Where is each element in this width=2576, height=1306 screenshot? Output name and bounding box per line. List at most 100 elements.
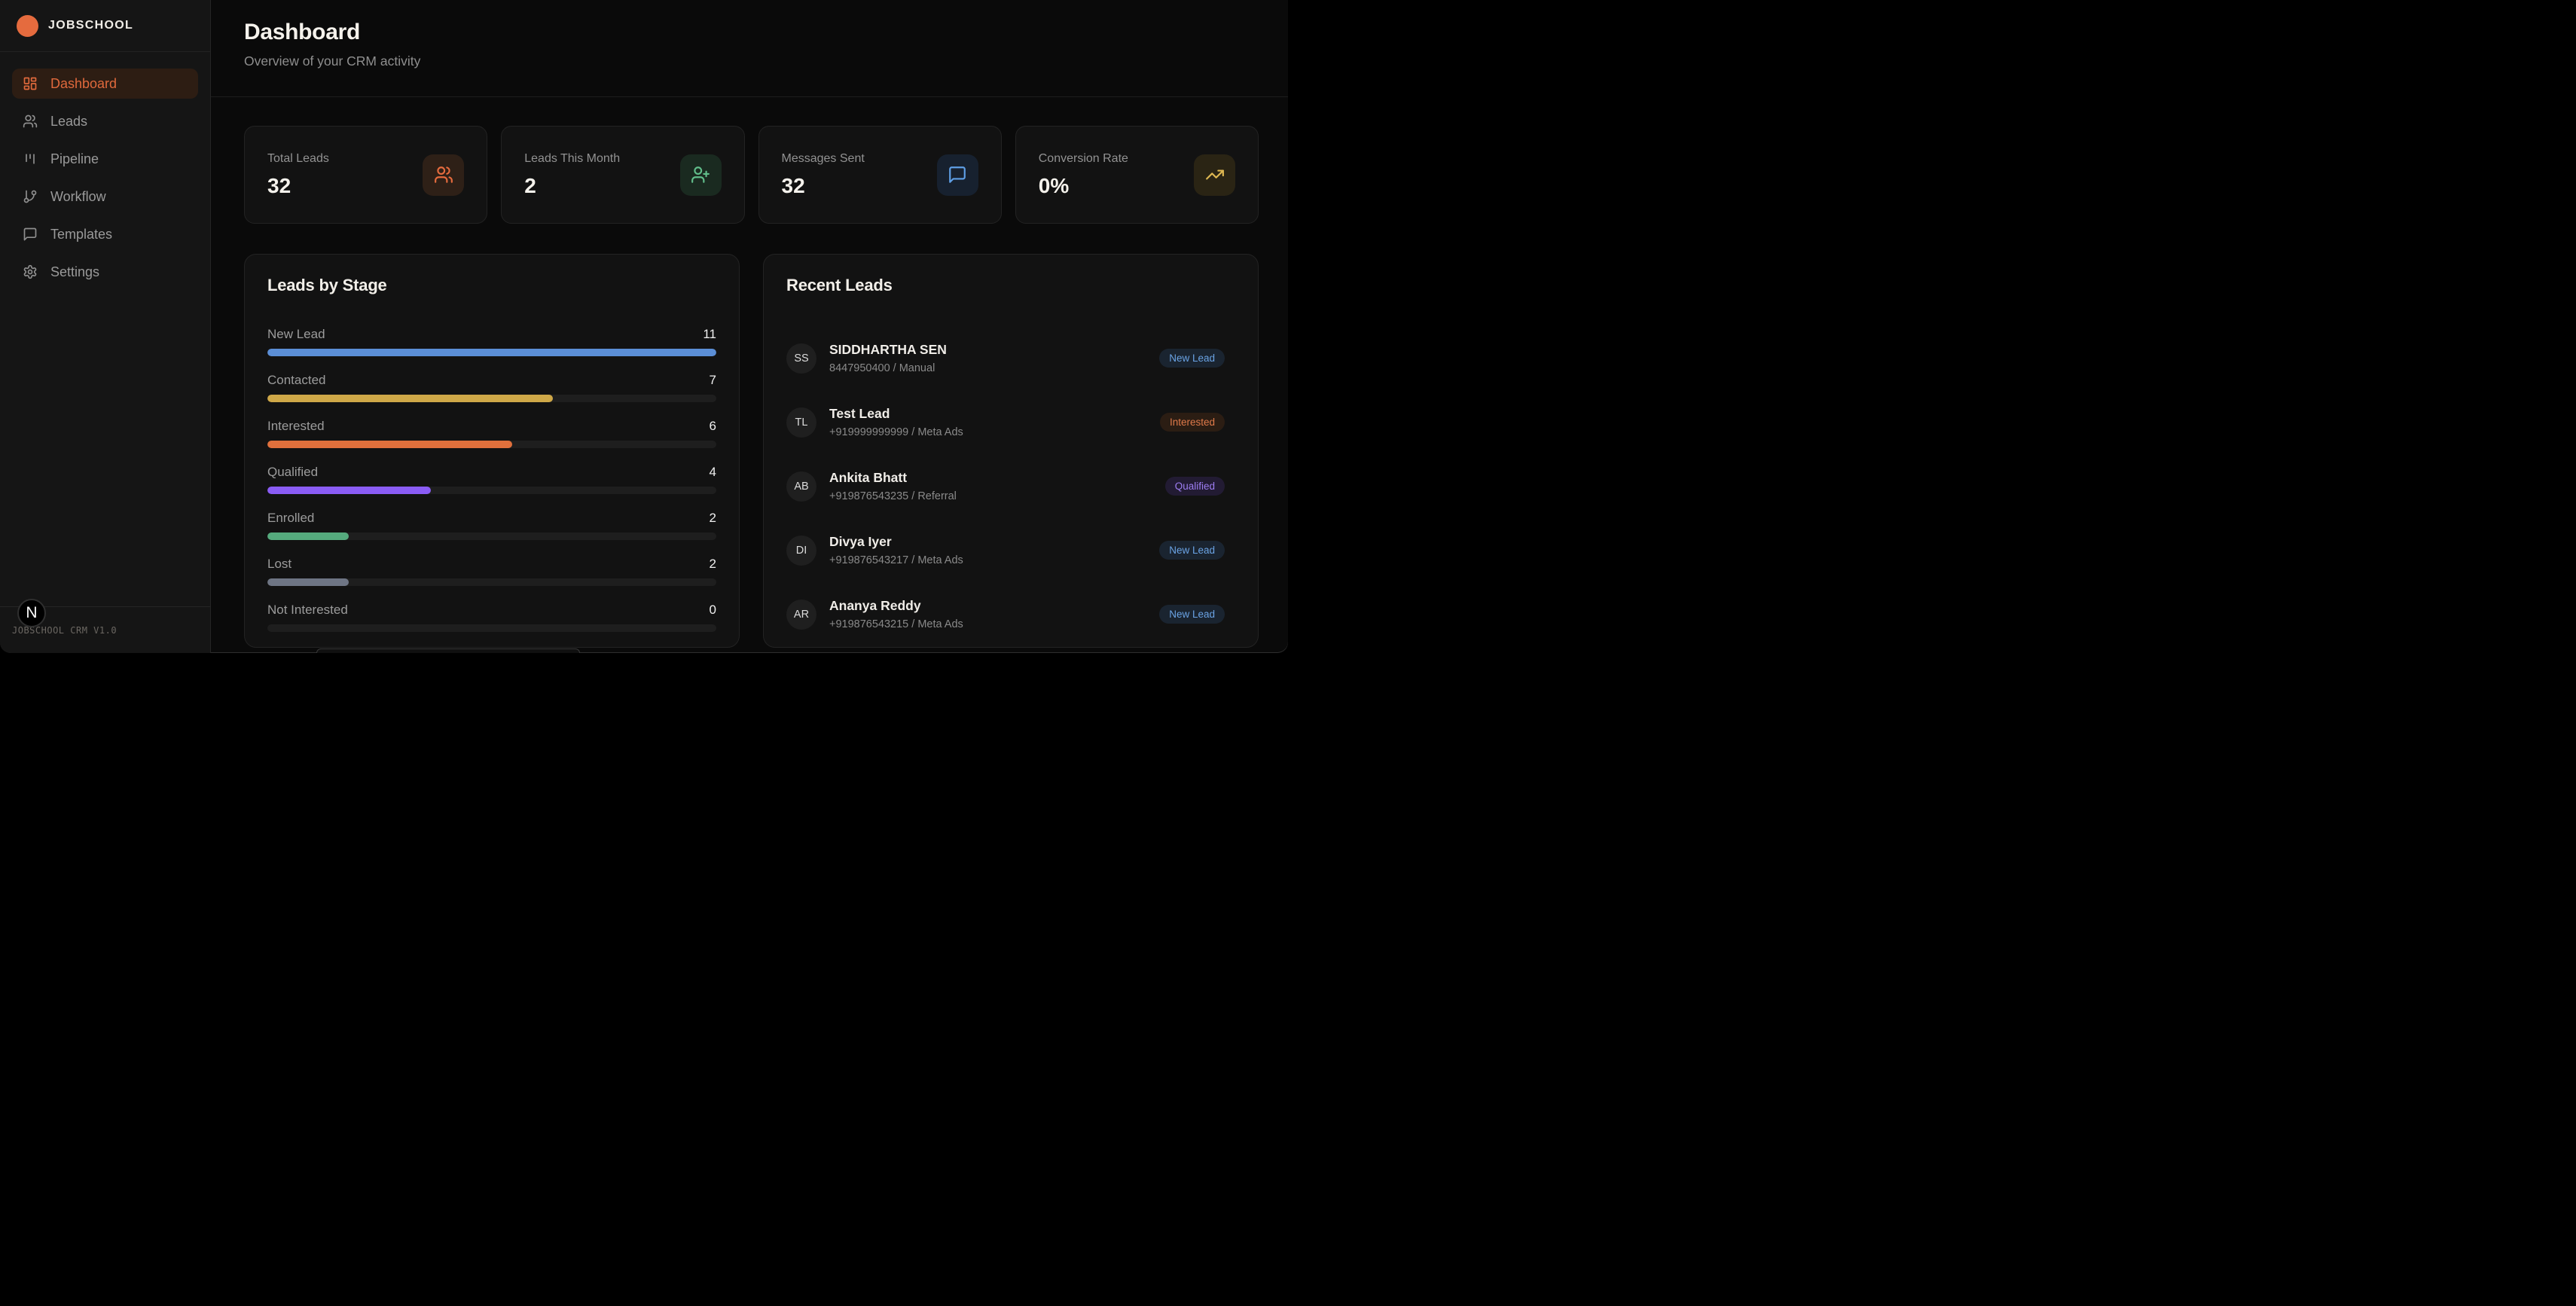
- sidebar-item-leads[interactable]: Leads: [12, 106, 198, 136]
- dashboard-content: Total Leads 32 Leads This Month 2: [211, 97, 1288, 648]
- stage-row: Lost 2: [267, 557, 716, 586]
- stage-bar-fill: [267, 441, 513, 448]
- gear-icon: [23, 264, 38, 279]
- stage-value: 2: [709, 557, 716, 571]
- avatar: DI: [786, 535, 816, 566]
- stat-card-leads-this-month: Leads This Month 2: [501, 126, 745, 224]
- status-badge: New Lead: [1159, 541, 1225, 560]
- sidebar-item-pipeline[interactable]: Pipeline: [12, 144, 198, 174]
- lead-detail: 8447950400 / Manual: [829, 362, 935, 374]
- lead-row[interactable]: AR Ananya Reddy +919876543215 / Meta Ads…: [786, 598, 1235, 630]
- sidebar-item-label: Leads: [50, 113, 88, 129]
- stage-label: Contacted: [267, 373, 326, 387]
- stat-card-messages-sent: Messages Sent 32: [758, 126, 1002, 224]
- lead-row[interactable]: SS SIDDHARTHA SEN 8447950400 / Manual Ne…: [786, 342, 1235, 374]
- stage-bar-track: [267, 624, 716, 632]
- lead-row[interactable]: TL Test Lead +919999999999 / Meta Ads In…: [786, 406, 1235, 438]
- stat-value: 32: [267, 173, 291, 197]
- avatar: AB: [786, 471, 816, 502]
- dashboard-panels: Leads by Stage New Lead 11 Contacted: [244, 254, 1259, 648]
- stage-label: Qualified: [267, 465, 319, 479]
- lead-name: SIDDHARTHA SEN: [829, 342, 947, 357]
- status-badge: Interested: [1159, 413, 1225, 432]
- bottom-overlay-edge: [316, 648, 580, 653]
- sidebar-item-templates[interactable]: Templates: [12, 219, 198, 249]
- lead-detail: +919876543215 / Meta Ads: [829, 618, 963, 630]
- status-badge: New Lead: [1159, 605, 1225, 624]
- stage-label: Enrolled: [267, 511, 315, 525]
- stage-row: Interested 6: [267, 419, 716, 448]
- stage-label: Lost: [267, 557, 292, 571]
- stage-bar-fill: [267, 395, 554, 402]
- page-title: Dashboard: [244, 20, 360, 44]
- brand-logo: [17, 14, 38, 37]
- stage-bar-track: [267, 578, 716, 586]
- stage-bar-track: [267, 532, 716, 540]
- sidebar-footer: JOBSCHOOL CRM V1.0: [0, 606, 210, 653]
- status-badge: Qualified: [1164, 477, 1225, 496]
- page-subtitle: Overview of your CRM activity: [244, 53, 421, 69]
- sidebar: JOBSCHOOL Dashboard Leads Pipeline: [0, 0, 211, 653]
- users-icon: [23, 114, 38, 129]
- users-icon: [423, 154, 465, 196]
- stage-row: Not Interested 0: [267, 603, 716, 632]
- stage-row: New Lead 11: [267, 327, 716, 356]
- stat-label: Conversion Rate: [1038, 151, 1128, 165]
- stage-row: Qualified 4: [267, 465, 716, 494]
- stat-label: Leads This Month: [524, 151, 621, 165]
- stat-card-conversion-rate: Conversion Rate 0%: [1015, 126, 1259, 224]
- stage-bar-fill: [267, 532, 349, 540]
- app-window: JOBSCHOOL Dashboard Leads Pipeline: [0, 0, 1288, 653]
- stat-label: Total Leads: [267, 151, 329, 165]
- main-area: Dashboard Overview of your CRM activity …: [211, 0, 1288, 653]
- brand-name: JOBSCHOOL: [48, 19, 134, 32]
- stage-bar-track: [267, 441, 716, 448]
- sidebar-item-label: Settings: [50, 264, 100, 279]
- page-header: Dashboard Overview of your CRM activity: [211, 0, 1288, 97]
- message-square-icon: [936, 154, 978, 196]
- lead-name: Test Lead: [829, 406, 890, 421]
- stat-label: Messages Sent: [781, 151, 865, 165]
- stat-value: 2: [524, 173, 536, 197]
- stage-row: Contacted 7: [267, 373, 716, 402]
- stage-value: 2: [709, 511, 716, 525]
- panel-title: Recent Leads: [786, 276, 893, 294]
- stage-bar-fill: [267, 578, 349, 586]
- lead-row[interactable]: DI Divya Iyer +919876543217 / Meta Ads N…: [786, 534, 1235, 566]
- stage-label: Interested: [267, 419, 325, 433]
- status-badge: New Lead: [1159, 349, 1225, 368]
- stage-bar-track: [267, 349, 716, 356]
- user-plus-icon: [679, 154, 722, 196]
- panel-title: Leads by Stage: [267, 276, 387, 294]
- layout-dashboard-icon: [23, 76, 38, 91]
- lead-detail: +919876543217 / Meta Ads: [829, 554, 963, 566]
- stage-label: Not Interested: [267, 603, 348, 617]
- stage-value: 6: [709, 419, 716, 433]
- sidebar-item-dashboard[interactable]: Dashboard: [12, 69, 198, 99]
- message-square-icon: [23, 227, 38, 242]
- sidebar-item-settings[interactable]: Settings: [12, 257, 198, 287]
- lead-name: Divya Iyer: [829, 534, 892, 549]
- stat-value: 32: [781, 173, 805, 197]
- lead-name: Ankita Bhatt: [829, 470, 908, 485]
- stage-value: 11: [703, 327, 716, 341]
- stage-label: New Lead: [267, 327, 325, 341]
- git-branch-icon: [23, 189, 38, 204]
- app-version-text: JOBSCHOOL CRM V1.0: [12, 624, 118, 636]
- stage-bar-fill: [267, 487, 431, 494]
- trending-up-icon: [1194, 154, 1235, 196]
- sidebar-item-workflow[interactable]: Workflow: [12, 182, 198, 212]
- nextjs-dev-badge[interactable]: N: [17, 599, 46, 627]
- sidebar-header: JOBSCHOOL: [0, 0, 210, 52]
- stage-value: 4: [709, 465, 716, 479]
- stage-value: 7: [709, 373, 716, 387]
- stage-row: Enrolled 2: [267, 511, 716, 540]
- stat-card-total-leads: Total Leads 32: [244, 126, 488, 224]
- lead-row[interactable]: AB Ankita Bhatt +919876543235 / Referral…: [786, 470, 1235, 502]
- sidebar-item-label: Workflow: [50, 188, 106, 204]
- kanban-icon: [23, 151, 38, 166]
- stage-bar-track: [267, 395, 716, 402]
- stage-bar-track: [267, 487, 716, 494]
- recent-leads-panel: Recent Leads SS SIDDHARTHA SEN 844795040…: [763, 254, 1259, 648]
- lead-detail: +919876543235 / Referral: [829, 490, 957, 502]
